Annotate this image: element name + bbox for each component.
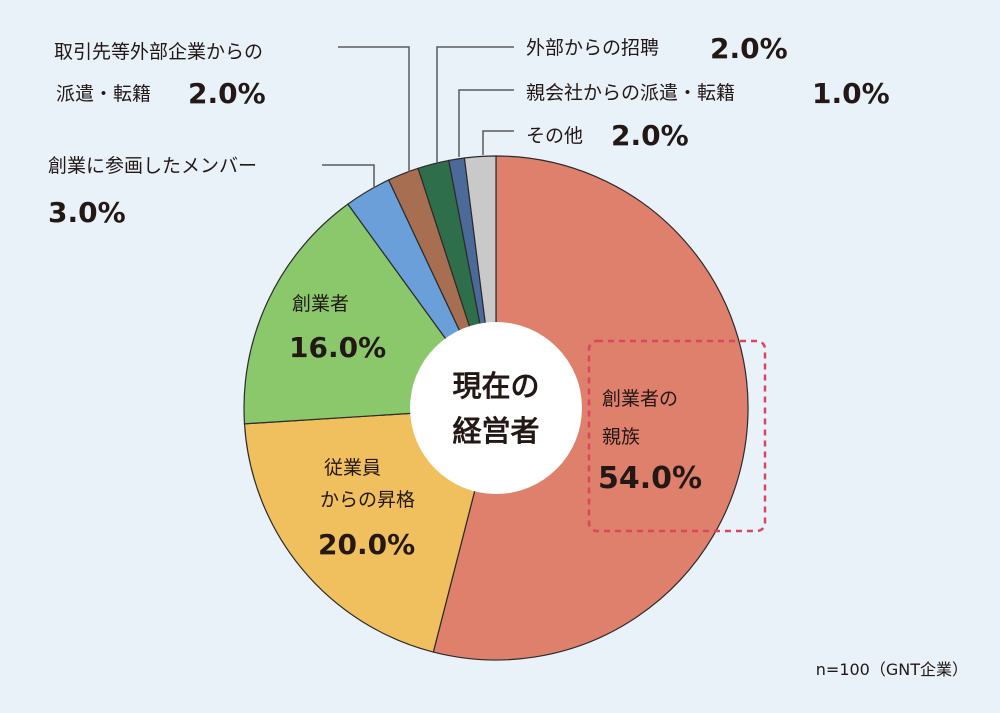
label-shouhei: 外部からの招聘 [526, 37, 659, 59]
leader-line-torihikisaki [338, 46, 410, 172]
pct-oyagaisha: 1.0% [812, 77, 890, 110]
label-oyagaisha: 親会社からの派遣・転籍 [526, 82, 735, 104]
pct-sonota: 2.0% [611, 119, 689, 152]
highlight-box [587, 339, 767, 533]
leader-line-sonota [482, 130, 514, 155]
slice-pct-shinzoku: 54.0% [598, 461, 702, 496]
sample-note: n=100（GNT企業） [816, 660, 968, 679]
label-sonota: その他 [526, 125, 583, 147]
slice-label-juugyouin-line-1: 従業員 [324, 457, 381, 479]
label-sankaku-member: 創業に参画したメンバー [48, 155, 257, 177]
slice-pct-sougyousha: 16.0% [289, 331, 386, 364]
slice-label-shinzoku-line-1: 創業者の [602, 388, 678, 410]
slice-label-shinzoku-line-2: 親族 [602, 426, 640, 448]
pct-torihikisaki: 2.0% [188, 77, 266, 110]
center-label-line-1: 現在の [452, 369, 539, 403]
leader-line-shouhei [436, 46, 514, 163]
pie-slice-0 [432, 155, 749, 661]
leader-line-sankaku-member [322, 164, 375, 188]
slice-pct-juugyouin: 20.0% [318, 528, 415, 561]
pie-slice-1 [243, 407, 497, 653]
pct-shouhei: 2.0% [710, 32, 788, 65]
slice-label-sougyousha: 創業者 [292, 293, 349, 315]
slice-label-juugyouin-line-2: からの昇格 [320, 489, 415, 511]
label-torihikisaki-line-1: 取引先等外部企業からの [54, 41, 263, 63]
center-hole [410, 322, 582, 494]
center-label-line-2: 経営者 [452, 414, 539, 448]
leader-line-oyagaisha [458, 89, 514, 157]
pct-sankaku-member: 3.0% [48, 196, 126, 229]
label-torihikisaki-line-2: 派遣・転籍 [56, 83, 151, 105]
